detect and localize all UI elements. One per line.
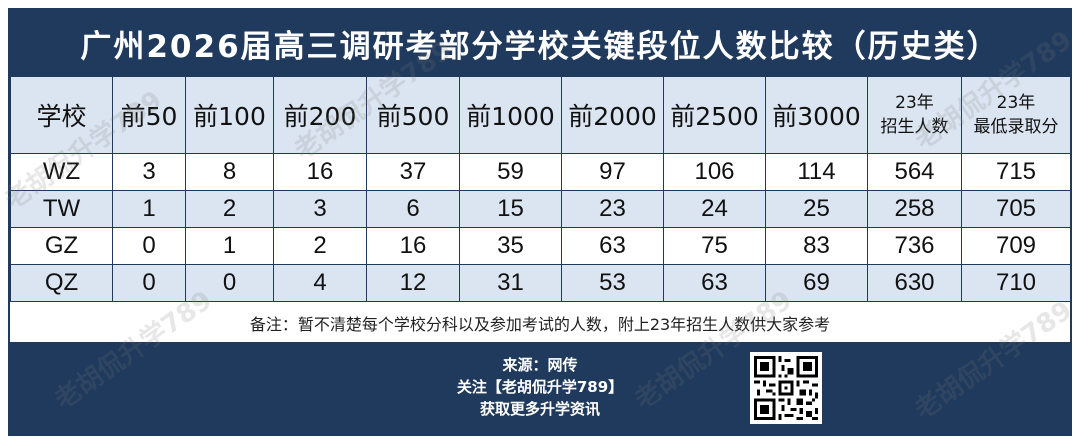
table-cell: 8 bbox=[185, 153, 274, 191]
table-row: TW 1 2 3 6 15 23 24 25 258 705 bbox=[10, 190, 1071, 228]
table-cell: 0 bbox=[185, 264, 274, 302]
table-cell: 106 bbox=[663, 153, 766, 191]
table-cell: 63 bbox=[663, 264, 766, 302]
table-cell: 3 bbox=[112, 153, 186, 191]
table-cell: 6 bbox=[366, 190, 460, 228]
table-cell: 1 bbox=[185, 227, 274, 265]
col-header-min-score-label: 最低录取分 bbox=[973, 117, 1059, 137]
col-header-top50: 前50 bbox=[112, 76, 186, 154]
table-card: 广州2026届高三调研考部分学校关键段位人数比较（历史类） 学校 前50 前10… bbox=[8, 8, 1072, 436]
table-cell: 24 bbox=[663, 190, 766, 228]
table-cell: 705 bbox=[961, 190, 1071, 228]
table-header-row: 学校 前50 前100 前200 前500 前1000 前2000 前2500 … bbox=[10, 76, 1071, 154]
table-cell: 2 bbox=[185, 190, 274, 228]
table-cell: 736 bbox=[867, 227, 962, 265]
table-cell: 709 bbox=[961, 227, 1071, 265]
footer-more: 获取更多升学资讯 bbox=[479, 400, 600, 418]
table-cell: WZ bbox=[10, 153, 113, 191]
table-cell: 114 bbox=[765, 153, 868, 191]
col-header-top100: 前100 bbox=[185, 76, 274, 154]
table-cell: 59 bbox=[459, 153, 562, 191]
table-cell: TW bbox=[10, 190, 113, 228]
col-header-enrollment: 23年 招生人数 bbox=[867, 76, 962, 154]
table-cell: 16 bbox=[366, 227, 460, 265]
data-table: 学校 前50 前100 前200 前500 前1000 前2000 前2500 … bbox=[10, 76, 1071, 302]
qr-code-icon[interactable] bbox=[750, 352, 822, 424]
col-header-enrollment-label: 招生人数 bbox=[880, 117, 949, 137]
col-header-top3000: 前3000 bbox=[765, 76, 868, 154]
table-cell: 2 bbox=[273, 227, 367, 265]
table-row: GZ 0 1 2 16 35 63 75 83 736 709 bbox=[10, 227, 1071, 265]
table-cell: 12 bbox=[366, 264, 460, 302]
table-cell: 83 bbox=[765, 227, 868, 265]
table-cell: 0 bbox=[112, 227, 186, 265]
table-cell: 69 bbox=[765, 264, 868, 302]
table-row: WZ 3 8 16 37 59 97 106 114 564 715 bbox=[10, 153, 1071, 191]
table-cell: GZ bbox=[10, 227, 113, 265]
col-header-enrollment-year: 23年 bbox=[895, 93, 934, 113]
table-cell: 31 bbox=[459, 264, 562, 302]
table-cell: 715 bbox=[961, 153, 1071, 191]
table-cell: 25 bbox=[765, 190, 868, 228]
table-cell: 53 bbox=[561, 264, 664, 302]
footer-banner: 来源：网传 关注【老胡侃升学789】 获取更多升学资讯 bbox=[10, 344, 1070, 434]
table-cell: 15 bbox=[459, 190, 562, 228]
col-header-school: 学校 bbox=[10, 76, 113, 154]
table-cell: 23 bbox=[561, 190, 664, 228]
footer-follow: 关注【老胡侃升学789】 bbox=[456, 378, 624, 396]
table-cell: 37 bbox=[366, 153, 460, 191]
footer-source: 来源：网传 bbox=[502, 356, 578, 374]
table-cell: 1 bbox=[112, 190, 186, 228]
table-row: QZ 0 0 4 12 31 53 63 69 630 710 bbox=[10, 264, 1071, 302]
table-cell: 63 bbox=[561, 227, 664, 265]
col-header-top2500: 前2500 bbox=[663, 76, 766, 154]
table-cell: 710 bbox=[961, 264, 1071, 302]
table-note: 备注：暂不清楚每个学校分科以及参加考试的人数，附上23年招生人数供大家参考 bbox=[10, 304, 1070, 344]
table-cell: 630 bbox=[867, 264, 962, 302]
col-header-top500: 前500 bbox=[366, 76, 460, 154]
table-cell: 75 bbox=[663, 227, 766, 265]
page-title: 广州2026届高三调研考部分学校关键段位人数比较（历史类） bbox=[10, 10, 1070, 76]
col-header-min-score-year: 23年 bbox=[996, 93, 1036, 113]
table-cell: 0 bbox=[112, 264, 186, 302]
col-header-min-score: 23年 最低录取分 bbox=[961, 76, 1071, 154]
table-cell: 258 bbox=[867, 190, 962, 228]
table-cell: 3 bbox=[273, 190, 367, 228]
table-cell: 35 bbox=[459, 227, 562, 265]
qr-code-graphic bbox=[754, 356, 818, 420]
col-header-top1000: 前1000 bbox=[459, 76, 562, 154]
col-header-top200: 前200 bbox=[273, 76, 367, 154]
table-cell: 16 bbox=[273, 153, 367, 191]
table-cell: 97 bbox=[561, 153, 664, 191]
table-cell: 564 bbox=[867, 153, 962, 191]
footer-text: 来源：网传 关注【老胡侃升学789】 获取更多升学资讯 bbox=[390, 354, 690, 420]
table-cell: QZ bbox=[10, 264, 113, 302]
table-cell: 4 bbox=[273, 264, 367, 302]
col-header-top2000: 前2000 bbox=[561, 76, 664, 154]
